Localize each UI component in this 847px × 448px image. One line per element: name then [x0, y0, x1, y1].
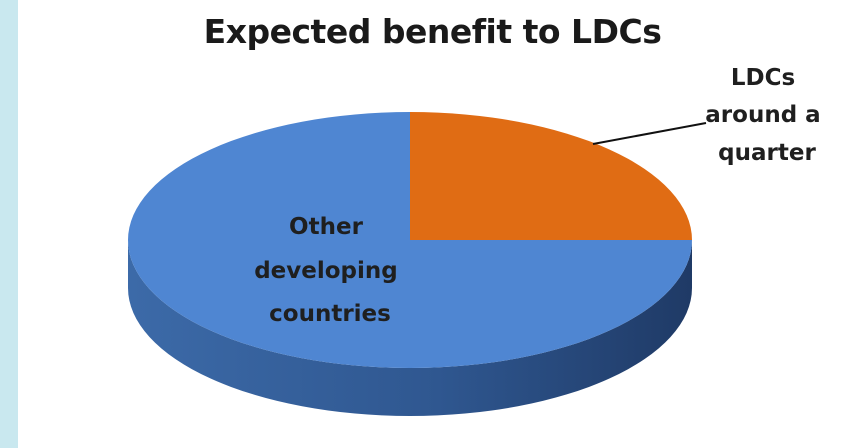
chart-frame: Expected benefit to LDCs LDCs around a q… [18, 0, 847, 448]
leader-line-ldcs [592, 122, 707, 145]
pie-chart: LDCs around a quarter Other developing c… [128, 65, 828, 416]
slice-label-other-line2: developing [254, 258, 398, 284]
slice-label-other-line3: countries [269, 301, 391, 327]
slice-label-other-line1: Other [289, 214, 364, 240]
chart-title: Expected benefit to LDCs [203, 12, 662, 51]
slice-label-ldcs-line1: LDCs [731, 65, 795, 91]
slice-label-other: Other developing countries [254, 214, 406, 327]
pie-slice-other [128, 112, 692, 368]
pie-slice-ldcs [410, 112, 692, 240]
slice-label-ldcs-line3: quarter [718, 140, 816, 166]
slice-label-ldcs-line2: around a [705, 102, 820, 128]
pie-side-wall [128, 240, 692, 416]
slice-label-ldcs: LDCs around a quarter [705, 65, 828, 166]
